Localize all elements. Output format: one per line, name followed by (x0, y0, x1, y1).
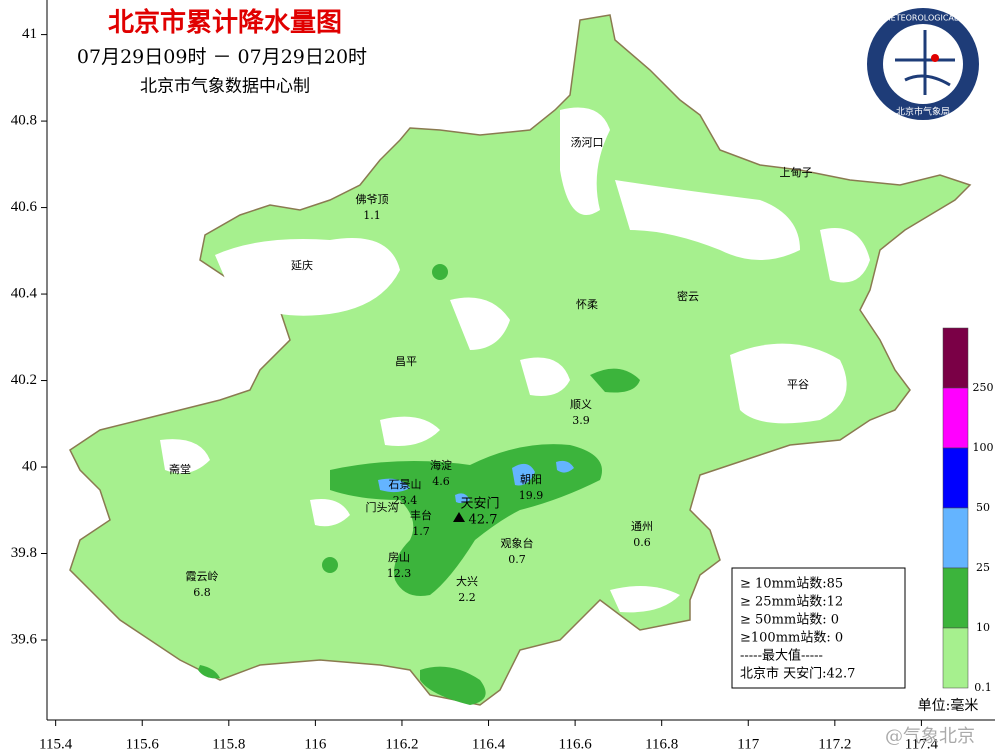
station-name: 朝阳 (520, 473, 542, 486)
legend-swatch (942, 627, 969, 689)
region (69, 14, 972, 706)
y-tick-label: 40.6 (11, 199, 38, 215)
station-name: 顺义 (570, 398, 592, 411)
x-tick-label: 117.4 (905, 736, 939, 752)
x-tick-label: 116.6 (559, 736, 593, 752)
legend-swatch (942, 567, 969, 629)
legend-swatch (942, 327, 969, 389)
station-name: 石景山 (389, 478, 422, 491)
stats-line: ≥100mm站数: 0 (740, 631, 843, 646)
station-name: 密云 (677, 289, 699, 303)
y-tick-label: 39.8 (11, 545, 37, 561)
legend-label: 100 (973, 441, 994, 454)
station-name: 平谷 (787, 378, 809, 391)
period: 07月29日09时 － 07月29日20时 (77, 46, 367, 68)
legend-label: 0.1 (974, 681, 992, 694)
stats-line: -----最大值----- (740, 648, 823, 664)
stats-line: ≥ 25mm站数:12 (740, 595, 843, 610)
station-name: 海淀 (430, 458, 452, 472)
no-rain (160, 107, 870, 613)
x-tick-label: 115.4 (39, 736, 73, 752)
source: 北京市气象数据中心制 (140, 77, 310, 97)
station-name: 汤河口 (571, 135, 604, 149)
y-tick-label: 41 (22, 26, 37, 42)
station-value: 1.7 (412, 525, 430, 538)
x-tick-label: 115.6 (126, 736, 160, 752)
legend-swatch (942, 507, 969, 569)
station-name: 房山 (388, 551, 410, 564)
tiananmen-marker (453, 512, 465, 522)
legend-label: 250 (973, 381, 994, 394)
station-name: 天安门 (460, 497, 499, 512)
y-tick-label: 40.8 (11, 113, 37, 129)
station-value: 2.2 (458, 591, 476, 604)
x-tick-label: 115.8 (212, 736, 245, 752)
y-tick-label: 40 (22, 458, 37, 474)
station-value: 19.9 (519, 489, 544, 502)
logo-ring: BEIJING METEOROLOGICAL SERVICE (851, 14, 994, 23)
station-value: 42.7 (469, 513, 498, 528)
station-value: 3.9 (572, 414, 590, 427)
station-name: 佛爷顶 (356, 192, 389, 206)
y-tick-label: 40.4 (11, 285, 38, 301)
legend-label: 50 (976, 501, 990, 514)
stats-line: ≥ 10mm站数:85 (740, 577, 843, 592)
watermark: @气象北京 (885, 726, 975, 747)
station-name: 霞云岭 (186, 569, 219, 583)
station-value: 4.6 (432, 475, 450, 488)
unit: 单位:毫米 (918, 697, 979, 714)
station-name: 延庆 (291, 258, 313, 272)
y-tick-label: 40.2 (11, 372, 37, 388)
title: 北京市累计降水量图 (108, 7, 342, 38)
logo-name: 北京市气象局 (896, 106, 950, 118)
station-name: 观象台 (501, 536, 534, 550)
x-tick-label: 116.8 (645, 736, 678, 752)
x-tick-label: 116.2 (385, 736, 418, 752)
station-value: 1.1 (363, 209, 381, 222)
rain-25-50 (378, 460, 574, 504)
station-name: 怀柔 (576, 298, 598, 311)
station-name: 丰台 (410, 508, 432, 522)
stats-line: 北京市 天安门:42.7 (740, 666, 855, 682)
station-name: 通州 (631, 520, 653, 533)
station-name: 门头沟 (366, 500, 399, 514)
station-value: 12.3 (387, 567, 412, 580)
logo: BEIJING METEOROLOGICAL SERVICE 北京市气象局 (851, 6, 995, 122)
x-tick-label: 116 (304, 736, 326, 752)
x-tick-label: 117.2 (818, 736, 851, 752)
station-value: 0.6 (633, 536, 651, 549)
legend-swatch (942, 387, 969, 449)
legend-label: 25 (976, 561, 990, 574)
station-name: 上甸子 (780, 166, 813, 179)
station-name: 大兴 (456, 574, 478, 588)
legend-swatch (942, 447, 969, 509)
station-name: 斋堂 (169, 462, 191, 476)
stats-line: ≥ 50mm站数: 0 (740, 613, 839, 628)
y-tick-label: 39.6 (11, 631, 38, 647)
station-value: 6.8 (193, 586, 211, 599)
stats-box: ≥ 10mm站数:85 ≥ 25mm站数:12 ≥ 50mm站数: 0 ≥100mm站… (731, 567, 906, 689)
station-value: 0.7 (508, 553, 526, 566)
station-value: 23.4 (393, 494, 418, 507)
station-name: 昌平 (395, 355, 417, 368)
x-tick-label: 117 (737, 736, 759, 752)
legend-label: 10 (976, 621, 990, 634)
x-tick-label: 116.4 (472, 736, 506, 752)
